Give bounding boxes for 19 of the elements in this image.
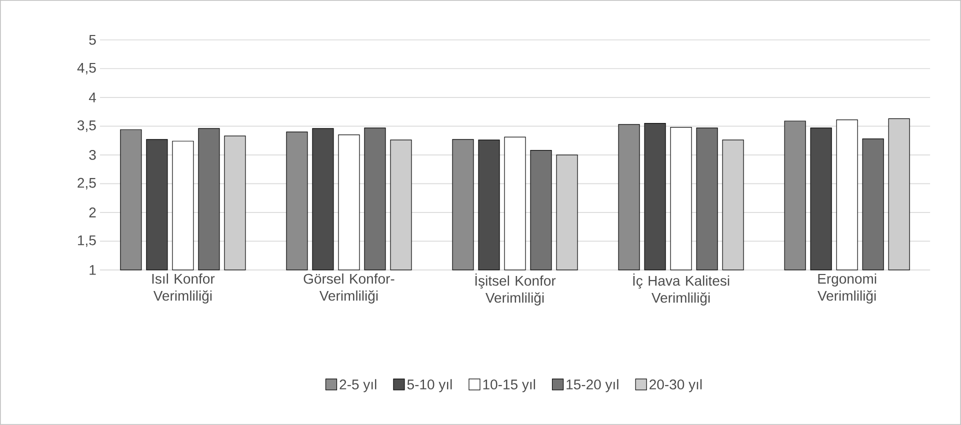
y-tick-label: 4 — [88, 92, 96, 102]
y-tick-label: 2,5 — [78, 178, 96, 190]
legend-label: 10-15 yıl — [483, 379, 536, 392]
legend-label: 15-20 yıl — [566, 379, 618, 392]
legend-label: 20-30 yıl — [650, 379, 702, 392]
y-tick-label: 3 — [89, 150, 96, 160]
legend-label: 5-10 yıl — [407, 379, 452, 392]
y-tick-label: 3,5 — [77, 120, 96, 132]
x-tick-label: İşitsel Konfor Verimliliği — [475, 274, 556, 306]
x-tick-label: Ergonomi Verimliliği — [818, 274, 876, 304]
x-tick-label: İç Hava Kalitesi Verimliliği — [633, 274, 730, 306]
legend-label: 2-5 yıl — [340, 379, 376, 392]
y-tick-label: 5 — [89, 35, 96, 45]
y-tick-label: 2 — [89, 208, 96, 218]
y-tick-label: 4,5 — [77, 63, 96, 74]
x-tick-label: Isıl Konfor Verimliliği — [152, 274, 215, 304]
y-tick-label: 1,5 — [78, 236, 96, 247]
x-tick-label: Görsel Konfor-Verimliliği — [304, 274, 394, 304]
y-tick-label: 1 — [90, 265, 96, 275]
